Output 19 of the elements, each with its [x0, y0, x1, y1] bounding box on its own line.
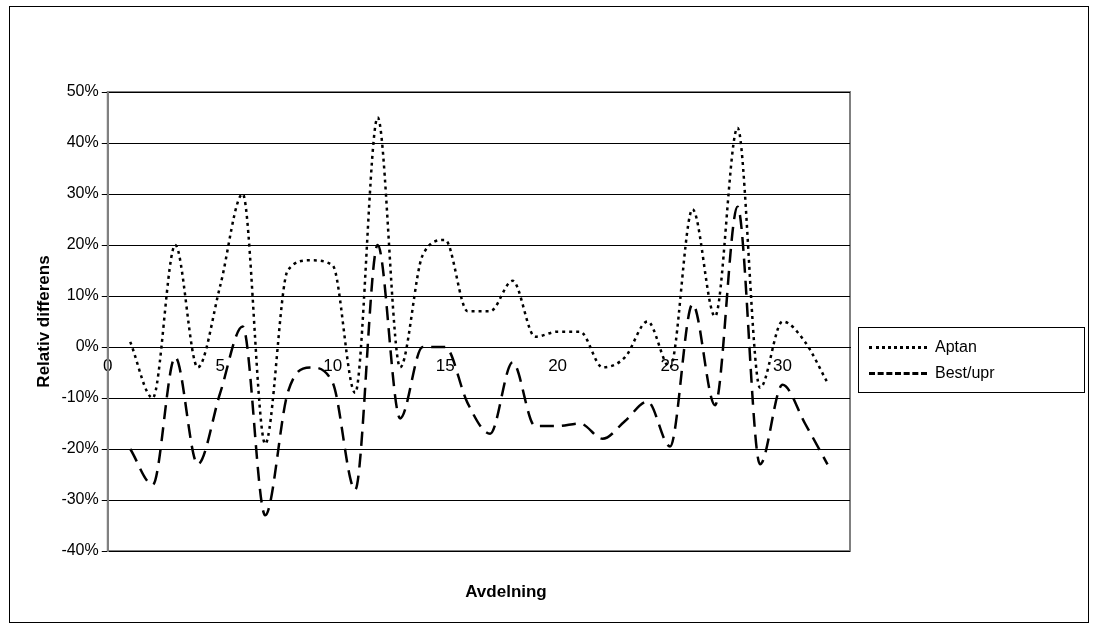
y-tick-label: 20%: [66, 235, 99, 253]
y-tick-label: -10%: [61, 388, 99, 406]
x-tick-label: 5: [215, 355, 225, 375]
y-tick-label: 10%: [66, 286, 99, 304]
y-tick-label: -20%: [61, 439, 99, 457]
y-tick-label: 0%: [75, 337, 99, 355]
y-tick-label: 30%: [66, 184, 99, 202]
x-tick-label: 15: [435, 355, 455, 375]
y-tick-label: 40%: [66, 133, 99, 151]
y-tick-label: -30%: [61, 490, 99, 508]
y-axis-title: Relativ differens: [33, 255, 53, 388]
legend-label: Best/upr: [935, 364, 995, 382]
x-axis-title: Avdelning: [464, 582, 548, 602]
y-tick-label: -40%: [61, 541, 99, 559]
legend-label: Aptan: [935, 338, 977, 356]
x-tick-label: 20: [548, 355, 568, 375]
y-tick-label: 50%: [66, 82, 99, 100]
x-tick-label: 30: [773, 355, 792, 375]
x-tick-label: 10: [323, 355, 343, 375]
